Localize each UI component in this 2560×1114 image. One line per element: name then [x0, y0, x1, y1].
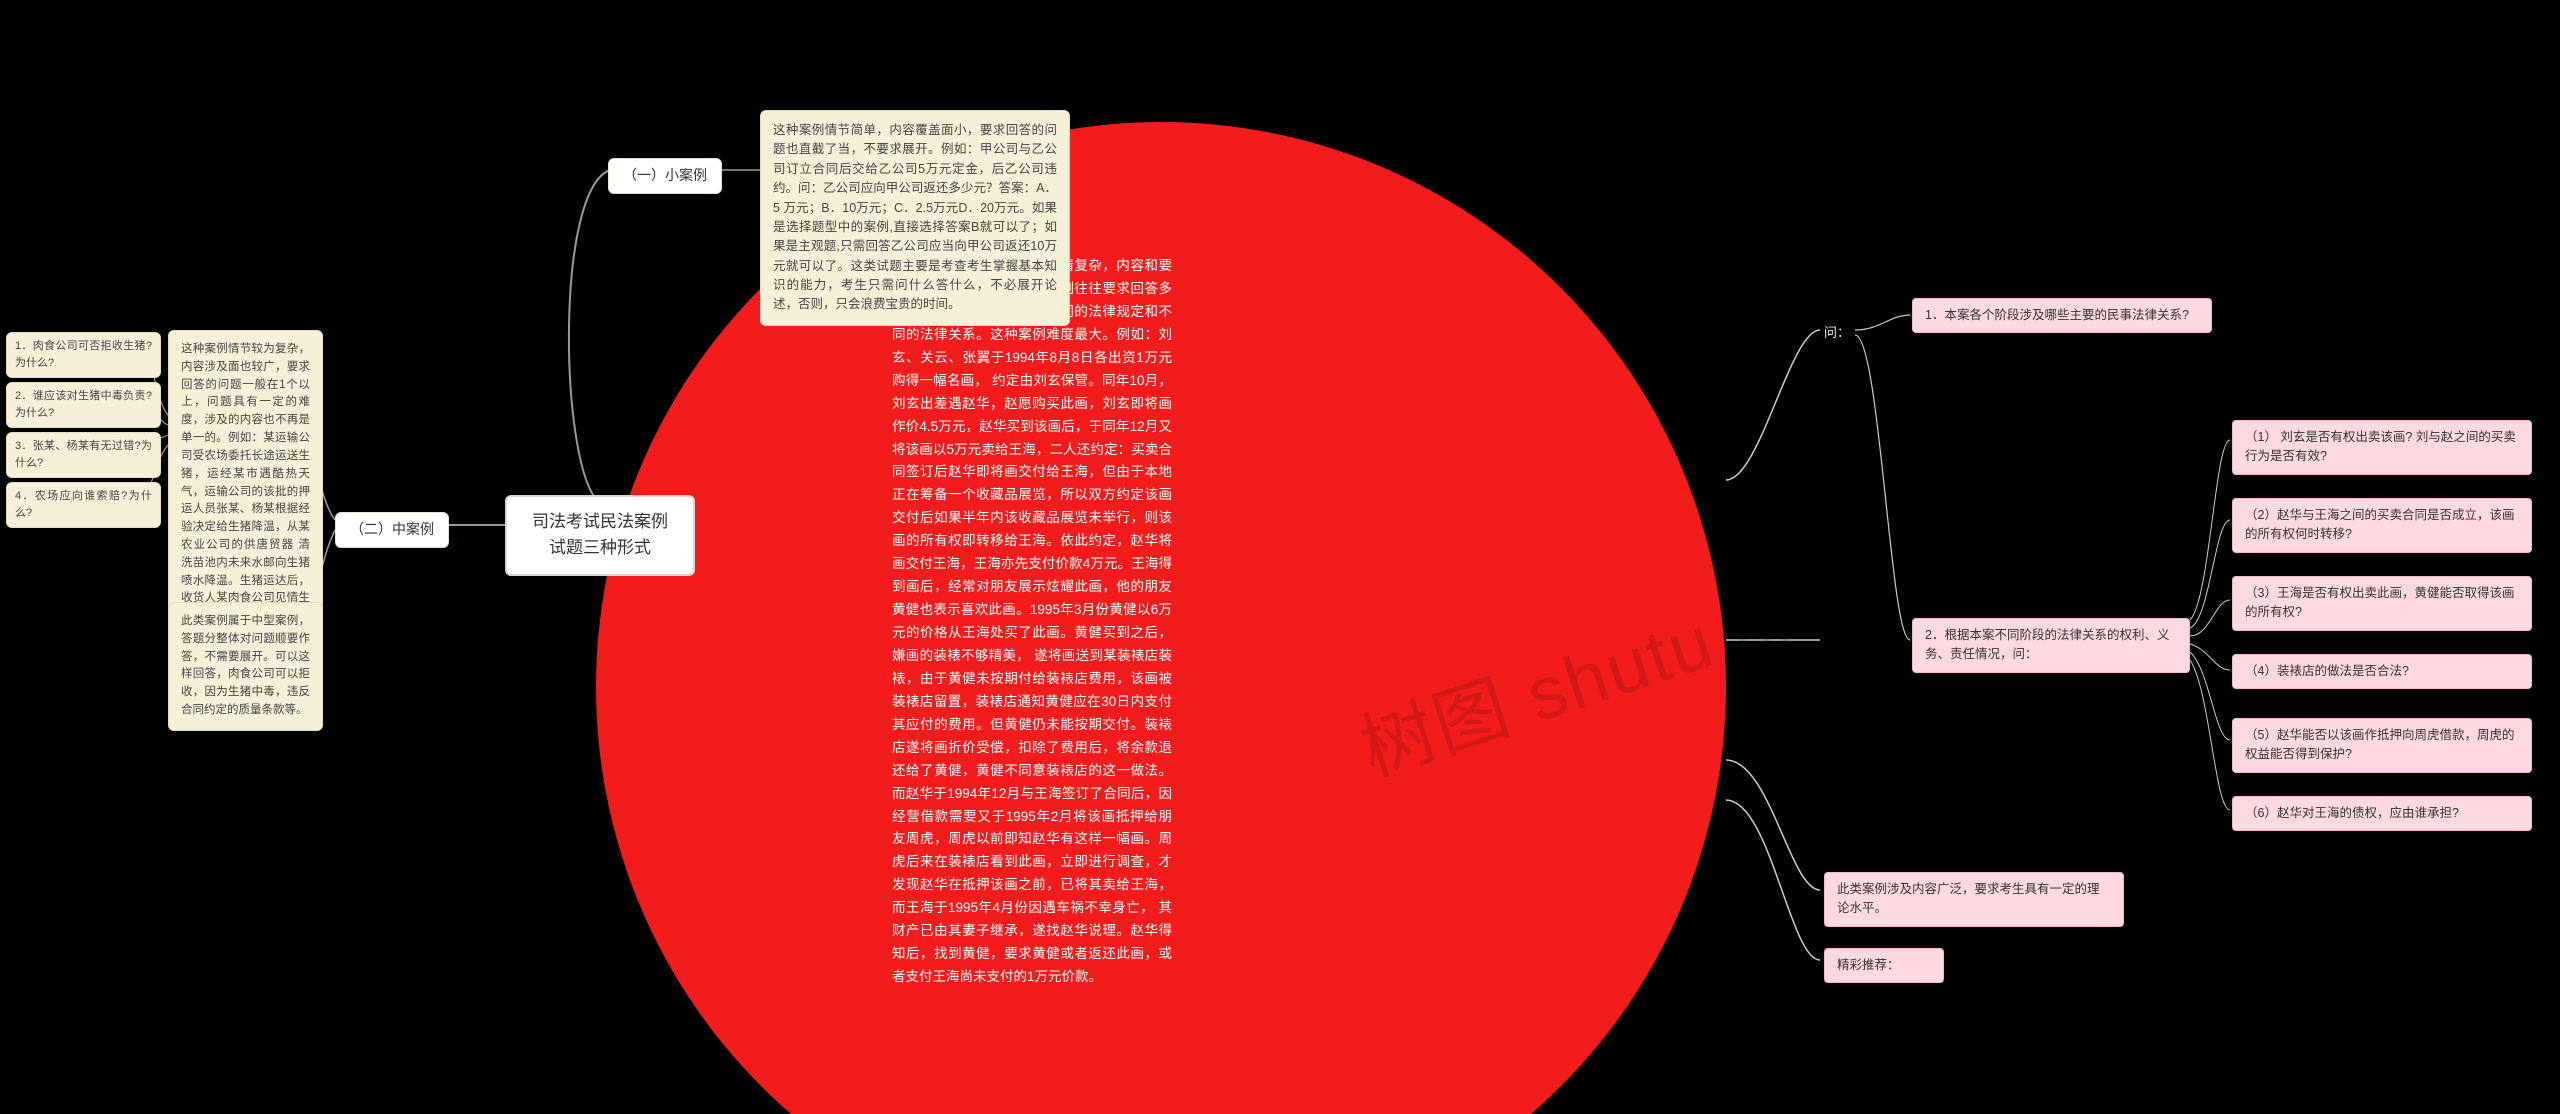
s2-q1: 1．肉食公司可否拒收生猪?为什么? — [6, 332, 161, 378]
section-1-label: （一）小案例 — [608, 158, 722, 194]
center-title: 司法考试民法案例试题三种形式 — [505, 495, 695, 576]
right-sub-3: （3）王海是否有权出卖此画，黄健能否取得该画的所有权? — [2232, 576, 2532, 631]
right-q1: 1．本案各个阶段涉及哪些主要的民事法律关系? — [1912, 298, 2212, 333]
right-sub-5: （5）赵华能否以该画作抵押向周虎借款，周虎的权益能否得到保护? — [2232, 718, 2532, 773]
right-sub-6: （6）赵华对王海的债权，应由谁承担? — [2232, 796, 2532, 831]
right-sub-1: （1） 刘玄是否有权出卖该画? 刘与赵之间的买卖行为是否有效? — [2232, 420, 2532, 475]
s2-q4: 4．农场应向谁索赔?为什么? — [6, 482, 161, 528]
section-2-label: （二）中案例 — [335, 512, 449, 548]
right-note: 此类案例涉及内容广泛，要求考生具有一定的理论水平。 — [1824, 872, 2124, 927]
right-sub-4: （4）装裱店的做法是否合法? — [2232, 654, 2532, 689]
right-recommend: 精彩推荐： — [1824, 948, 1944, 983]
section-3-body: （三）大案例。这种案例案情复杂，内容和要求回答的问题较多。一个案例往往要求回答多… — [892, 255, 1172, 989]
section-1-body: 这种案例情节简单，内容覆盖面小，要求回答的问题也直截了当，不要求展开。例如：甲公… — [760, 110, 1070, 326]
s2-q3: 3．张某、杨某有无过错?为什么? — [6, 432, 161, 478]
right-q2-label: 2．根据本案不同阶段的法律关系的权利、义务、责任情况，问： — [1912, 618, 2190, 673]
right-sub-2: （2）赵华与王海之间的买卖合同是否成立，该画的所有权何时转移? — [2232, 498, 2532, 553]
right-label-q: 问： — [1824, 322, 1850, 341]
section-2-body-bottom: 此类案例属于中型案例，答题分整体对问题顺要作答，不需要展开。可以这样回答，肉食公… — [168, 602, 323, 731]
s2-q2: 2．谁应该对生猪中毒负责?为什么? — [6, 382, 161, 428]
